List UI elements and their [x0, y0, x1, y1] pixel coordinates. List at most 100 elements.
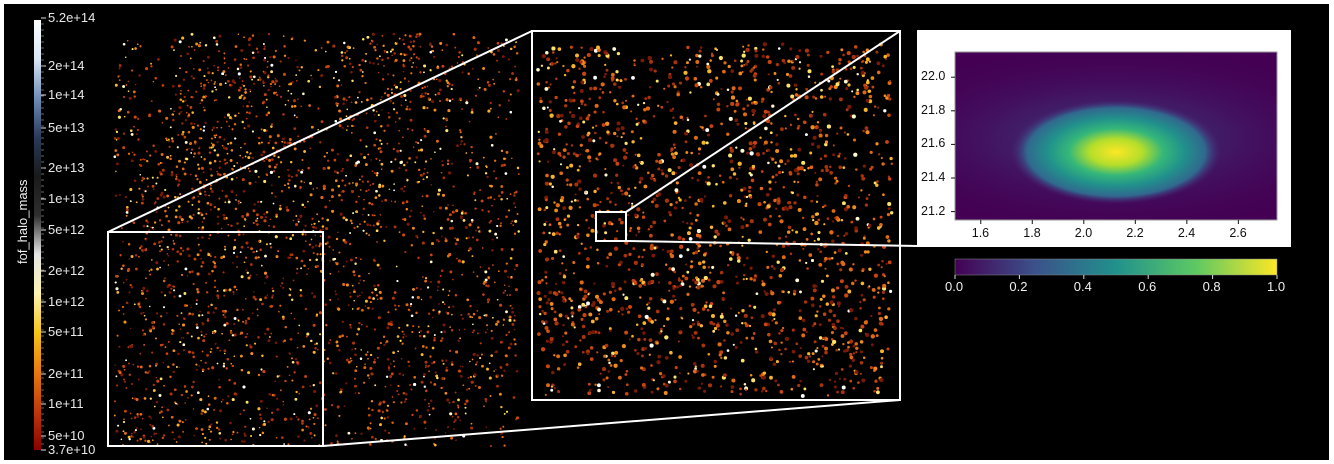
particle	[186, 247, 190, 251]
particle	[393, 304, 397, 307]
particle	[159, 245, 161, 247]
particle	[380, 168, 383, 170]
particle	[263, 45, 267, 48]
particle	[212, 146, 215, 148]
particle	[252, 82, 256, 86]
particle	[356, 225, 359, 228]
particle	[367, 306, 370, 310]
particle	[292, 200, 295, 203]
particle	[312, 226, 315, 229]
particle	[458, 99, 460, 101]
particle	[387, 366, 391, 370]
particle	[811, 110, 814, 113]
particle	[195, 42, 199, 46]
particle	[441, 235, 443, 238]
particle	[201, 321, 204, 324]
particle	[506, 410, 508, 413]
particle	[353, 290, 356, 293]
particle	[158, 241, 161, 244]
particle	[372, 109, 375, 112]
particle	[422, 95, 425, 98]
particle	[297, 220, 300, 223]
particle	[516, 89, 520, 93]
particle	[242, 84, 246, 87]
particle	[419, 330, 423, 333]
particle	[206, 319, 210, 322]
particle	[141, 417, 144, 420]
particle	[288, 138, 292, 141]
particle	[304, 224, 307, 227]
particle	[335, 237, 339, 241]
particle	[245, 344, 248, 347]
particle	[201, 226, 205, 229]
particle	[248, 101, 251, 104]
particle	[393, 365, 396, 368]
particle	[415, 234, 419, 238]
halo-scene[interactable]	[4, 4, 1329, 460]
particle	[185, 157, 189, 161]
particle	[175, 402, 177, 405]
particle	[270, 123, 274, 126]
particle	[229, 331, 233, 335]
particle	[344, 184, 347, 187]
particle	[146, 371, 150, 375]
particle	[154, 77, 157, 80]
particle	[223, 217, 226, 220]
particle	[354, 392, 357, 394]
particle	[464, 225, 468, 229]
particle	[247, 276, 251, 280]
particle	[390, 200, 393, 202]
particle	[504, 172, 508, 175]
particle	[184, 402, 187, 404]
particle	[496, 224, 499, 228]
particle	[375, 189, 378, 193]
particle	[504, 354, 508, 358]
particle	[431, 50, 434, 52]
particle	[125, 84, 128, 86]
particle	[138, 255, 140, 258]
particle	[153, 405, 156, 408]
particle	[183, 95, 186, 98]
visualization-viewport[interactable]: fof_halo_mass 5.2e+14 2e+14 1e+14 5e+13 2e+1…	[4, 4, 1329, 460]
particle	[307, 80, 310, 83]
particle	[263, 93, 267, 97]
particle	[438, 79, 442, 83]
particle	[452, 305, 455, 308]
particle	[268, 165, 272, 168]
particle	[497, 116, 500, 119]
particle	[471, 358, 474, 361]
particle	[409, 47, 413, 51]
particle	[271, 184, 273, 186]
particle	[505, 151, 509, 154]
particle	[269, 170, 273, 174]
particle	[422, 345, 425, 348]
particle	[342, 97, 346, 101]
particle	[216, 141, 219, 144]
particle	[294, 358, 298, 361]
particle	[402, 70, 405, 73]
particle	[249, 70, 252, 73]
particle	[409, 118, 413, 122]
particle	[177, 133, 180, 136]
particle	[211, 90, 214, 93]
particle	[287, 182, 290, 185]
particle	[492, 78, 494, 81]
particle	[127, 80, 130, 83]
particle	[215, 421, 219, 424]
particle	[423, 217, 426, 220]
particle	[239, 63, 242, 66]
particle	[290, 105, 294, 108]
particle	[216, 222, 220, 225]
particle	[340, 198, 344, 202]
particle	[312, 188, 315, 190]
particle	[468, 247, 472, 251]
particle	[216, 170, 218, 173]
particle	[398, 326, 401, 329]
particle	[216, 362, 219, 365]
particle	[203, 410, 207, 414]
particle	[417, 142, 420, 144]
particle	[136, 43, 139, 46]
particle	[397, 393, 400, 396]
particle	[447, 426, 449, 429]
particle	[299, 289, 302, 292]
